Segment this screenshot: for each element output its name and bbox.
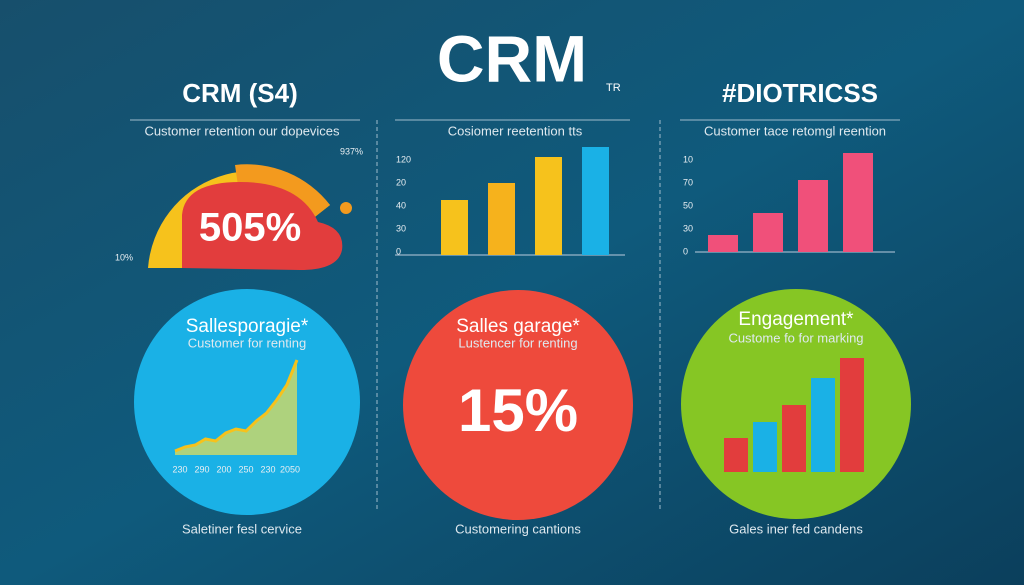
circle-label: 15% (458, 377, 578, 444)
circle-title: Salles garage* (456, 316, 580, 337)
axis-label: 120 (396, 154, 411, 164)
bar (488, 183, 515, 255)
bar (782, 405, 806, 472)
axis-label: 0 (683, 246, 688, 256)
dividers (130, 119, 900, 510)
area (175, 360, 297, 455)
bar (753, 213, 783, 252)
bar (753, 422, 777, 472)
axis-label: 30 (683, 223, 693, 233)
axis-label: 40 (396, 200, 406, 210)
axis-label: 10 (683, 154, 693, 164)
bar (441, 200, 468, 255)
axis-label: 0 (396, 246, 401, 256)
gauge-outer-label: 937% (340, 146, 363, 156)
bar (843, 153, 873, 252)
x-label: 200 (216, 464, 231, 474)
bar (798, 180, 828, 252)
x-label: 230 (260, 464, 275, 474)
bar (708, 235, 738, 252)
main-title: CRM (437, 21, 587, 95)
panel-footer: Saletiner fesl cervice (182, 521, 302, 536)
circle (134, 289, 360, 515)
circle-subtitle: Customer for renting (188, 335, 307, 350)
axis-label: 50 (683, 200, 693, 210)
axis-label: 30 (396, 223, 406, 233)
bar (724, 438, 748, 472)
circle (403, 290, 633, 520)
panel-footer: Gales iner fed candens (729, 521, 863, 536)
bar (582, 147, 609, 255)
circle-title: Engagement* (738, 309, 854, 330)
x-label: 250 (238, 464, 253, 474)
axis-label: 20 (396, 177, 406, 187)
gauge-label: 505% (199, 206, 301, 250)
bar (811, 378, 835, 472)
panel-subtitle: Customer retention our dopevices (144, 123, 340, 138)
x-label: 290 (194, 464, 209, 474)
panel-heading: #DIOTRICSS (722, 78, 878, 108)
x-label: 2050 (280, 464, 300, 474)
bar (535, 157, 562, 255)
gauge-side-label: 10% (115, 252, 133, 262)
panel-heading: CRM (S4) (182, 78, 298, 108)
x-label: 230 (172, 464, 187, 474)
area-line (174, 359, 299, 453)
panel-subtitle: Cosiomer reetention tts (448, 123, 583, 138)
title-mark: TR (606, 82, 621, 94)
panel-subtitle: Customer tace retomgl reention (704, 123, 886, 138)
circle-subtitle: Custome fo for marking (728, 330, 863, 345)
circle-subtitle: Lustencer for renting (458, 335, 577, 350)
gauge (148, 164, 352, 270)
axis-label: 70 (683, 177, 693, 187)
panel-footer: Customering cantions (455, 521, 581, 536)
circle-title: Sallesporagie* (186, 316, 309, 337)
bar (840, 358, 864, 472)
